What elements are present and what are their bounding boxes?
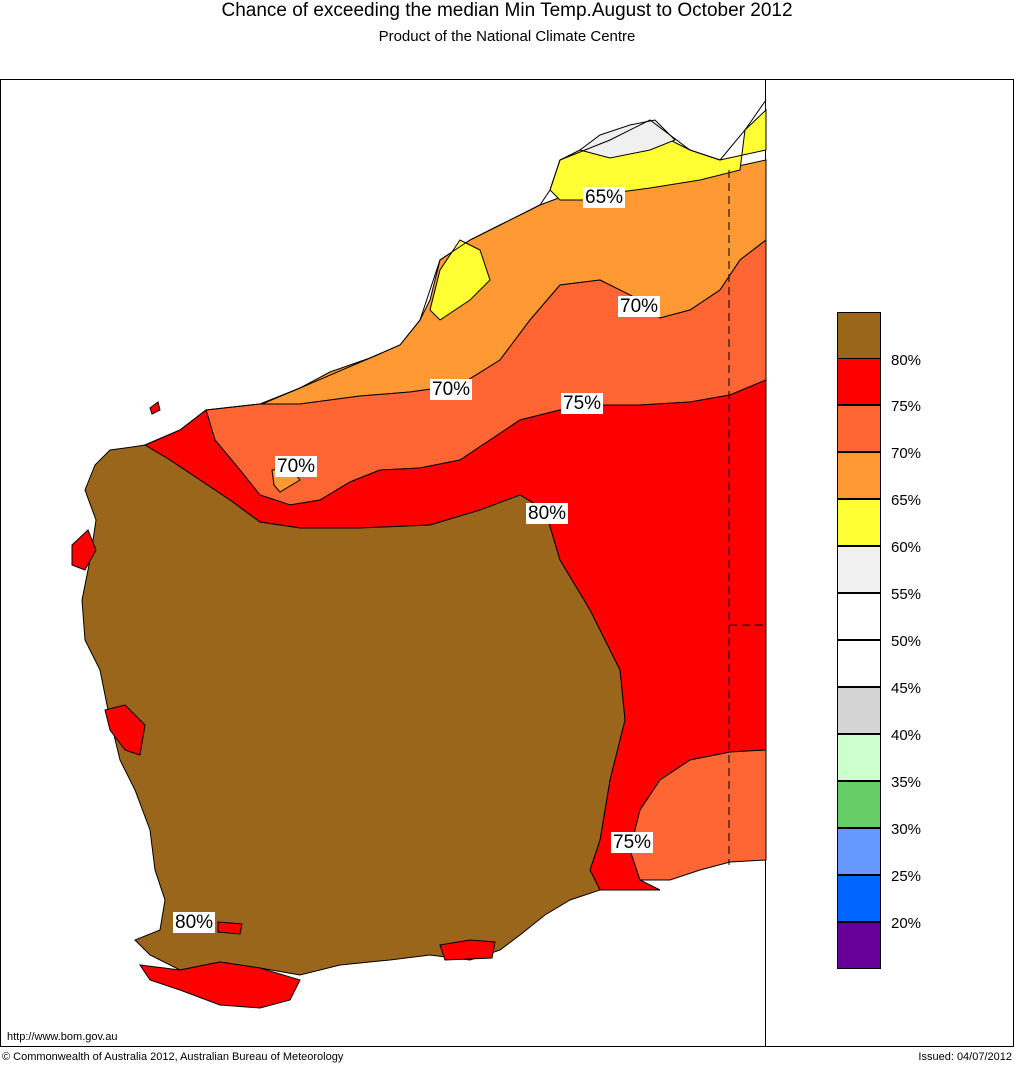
map-subtitle: Product of the National Climate Centre <box>378 28 636 45</box>
legend-swatch-25-30 <box>837 828 881 875</box>
legend-label: 55% <box>891 586 922 603</box>
zone-75-80-south <box>138 961 301 1009</box>
legend-swatch-30-35 <box>837 781 881 828</box>
map-label-80-east: 80% <box>526 503 569 524</box>
legend-swatch-50-55 <box>837 593 881 640</box>
zone-75-80-small <box>217 921 243 935</box>
map-label-75-north: 75% <box>561 393 604 414</box>
zone-75-80-south-bay <box>439 939 496 961</box>
legend-label: 65% <box>891 492 922 509</box>
map-label-65: 65% <box>583 187 626 208</box>
legend-swatch-60-65 <box>837 499 881 546</box>
legend-swatch-80-plus <box>837 312 881 359</box>
legend-swatch-35-40 <box>837 734 881 781</box>
legend-label: 70% <box>891 445 922 462</box>
coastline <box>144 99 767 446</box>
zone-70-75-se <box>629 749 767 881</box>
zone-75-80-west-coast <box>71 529 97 571</box>
legend-label: 60% <box>891 539 922 556</box>
legend-label: 80% <box>891 352 922 369</box>
legend-label: 30% <box>891 821 922 838</box>
map-label-80-south: 80% <box>173 912 216 933</box>
legend-label: 25% <box>891 868 922 885</box>
legend-label: 40% <box>891 727 922 744</box>
legend-label: 35% <box>891 774 922 791</box>
legend-label: 75% <box>891 398 922 415</box>
map-label-75-south: 75% <box>611 832 654 853</box>
zone-55-60 <box>578 119 676 159</box>
zone-75-80-north-islet <box>149 401 161 415</box>
map-label-70-west: 70% <box>275 456 318 477</box>
legend-swatch-65-70 <box>837 452 881 499</box>
issued-date: Issued: 04/07/2012 <box>918 1051 1012 1063</box>
zone-75-80-sw-coast <box>104 704 146 756</box>
legend-swatch-20-25 <box>837 875 881 922</box>
legend-swatch-70-75 <box>837 405 881 452</box>
legend-swatch-40-45 <box>837 687 881 734</box>
map-label-70-east: 70% <box>618 296 661 317</box>
map-title: Chance of exceeding the median Min Temp.… <box>221 0 793 21</box>
state-border <box>728 170 766 865</box>
map-label-70-mid: 70% <box>430 379 473 400</box>
zone-80-plus <box>81 444 626 976</box>
legend-label: 20% <box>891 915 922 932</box>
legend-label: 45% <box>891 680 922 697</box>
zone-60-65-west <box>429 239 491 321</box>
legend-label: 50% <box>891 633 922 650</box>
legend-swatch-below-20 <box>837 922 881 969</box>
source-url: http://www.bom.gov.au <box>7 1031 118 1043</box>
legend-swatch-45-50 <box>837 640 881 687</box>
copyright-notice: © Commonwealth of Australia 2012, Austra… <box>2 1051 344 1063</box>
legend-swatch-55-60 <box>837 546 881 593</box>
legend-swatch-75-80 <box>837 358 881 405</box>
